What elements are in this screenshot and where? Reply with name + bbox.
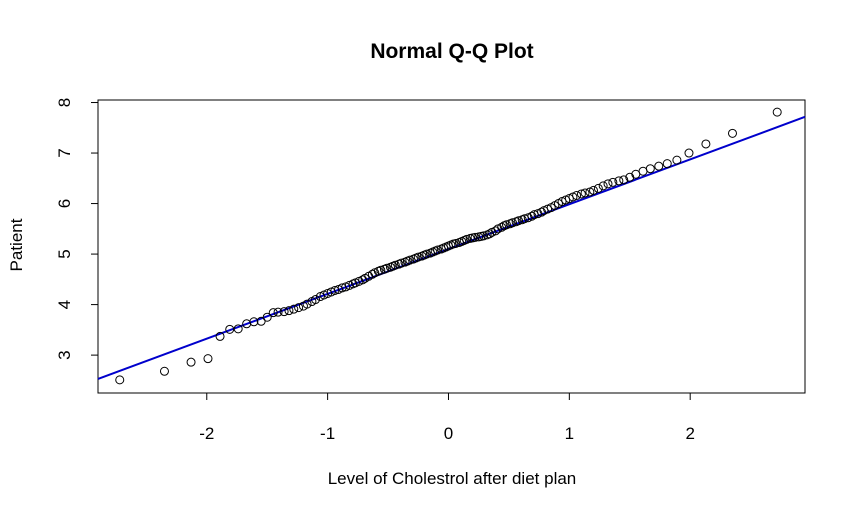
data-point — [289, 304, 299, 314]
data-point — [572, 190, 582, 200]
data-point — [684, 148, 694, 158]
data-point — [654, 161, 664, 171]
data-point — [580, 188, 590, 198]
data-point — [598, 181, 608, 191]
data-point — [302, 299, 312, 309]
y-axis-label: Patient — [7, 218, 26, 271]
data-point — [294, 303, 304, 313]
data-point — [376, 265, 386, 275]
data-point — [115, 375, 125, 385]
data-point — [203, 354, 213, 364]
x-tick-label: -1 — [320, 424, 335, 443]
data-point — [508, 218, 518, 228]
y-tick-label: 3 — [55, 350, 74, 359]
data-point — [608, 177, 618, 187]
data-point — [701, 139, 711, 149]
data-point — [159, 366, 169, 376]
data-point — [262, 312, 272, 322]
data-point — [268, 308, 278, 318]
data-point — [485, 229, 495, 239]
data-point — [662, 159, 672, 169]
data-point — [479, 231, 489, 241]
x-axis-label: Level of Cholestrol after diet plan — [328, 469, 577, 488]
data-point — [772, 107, 782, 117]
data-point — [396, 258, 406, 268]
data-point — [576, 189, 586, 199]
y-axis: 3 4 5 6 7 8 — [55, 98, 98, 360]
data-point — [249, 317, 259, 327]
data-point — [451, 238, 461, 248]
data-point — [645, 164, 655, 174]
data-point — [413, 252, 423, 262]
data-point — [527, 211, 537, 221]
data-point — [256, 316, 266, 326]
data-point — [501, 220, 511, 230]
x-axis: -2 -1 0 1 2 — [199, 393, 695, 443]
data-point — [405, 255, 415, 265]
data-point — [186, 357, 196, 367]
data-points-layer — [115, 107, 782, 385]
data-point — [215, 331, 225, 341]
data-point — [619, 175, 629, 185]
y-tick-label: 7 — [55, 148, 74, 157]
x-tick-label: 2 — [685, 424, 694, 443]
data-point — [422, 249, 432, 259]
data-point — [390, 260, 400, 270]
data-point — [593, 183, 603, 193]
x-tick-label: -2 — [199, 424, 214, 443]
data-point — [279, 307, 289, 317]
y-tick-label: 8 — [55, 98, 74, 107]
y-tick-label: 5 — [55, 249, 74, 258]
plot-frame — [97, 99, 806, 394]
data-point — [462, 234, 472, 244]
y-tick-label: 6 — [55, 199, 74, 208]
data-point — [603, 179, 613, 189]
data-point — [727, 128, 737, 138]
x-tick-label: 0 — [444, 424, 453, 443]
data-point — [672, 155, 682, 165]
x-tick-label: 1 — [565, 424, 574, 443]
data-point — [514, 216, 524, 226]
data-point — [537, 207, 547, 217]
data-point — [470, 232, 480, 242]
data-point — [382, 263, 392, 273]
data-point — [497, 222, 507, 232]
data-point — [614, 176, 624, 186]
data-point — [433, 245, 443, 255]
data-point — [367, 269, 377, 279]
data-point — [311, 295, 321, 305]
data-point — [625, 172, 635, 182]
data-point — [233, 324, 243, 334]
data-point — [284, 306, 294, 316]
chart-title: Normal Q-Q Plot — [370, 40, 533, 63]
y-tick-label: 4 — [55, 300, 74, 309]
data-point — [589, 185, 598, 195]
data-point — [273, 307, 283, 317]
